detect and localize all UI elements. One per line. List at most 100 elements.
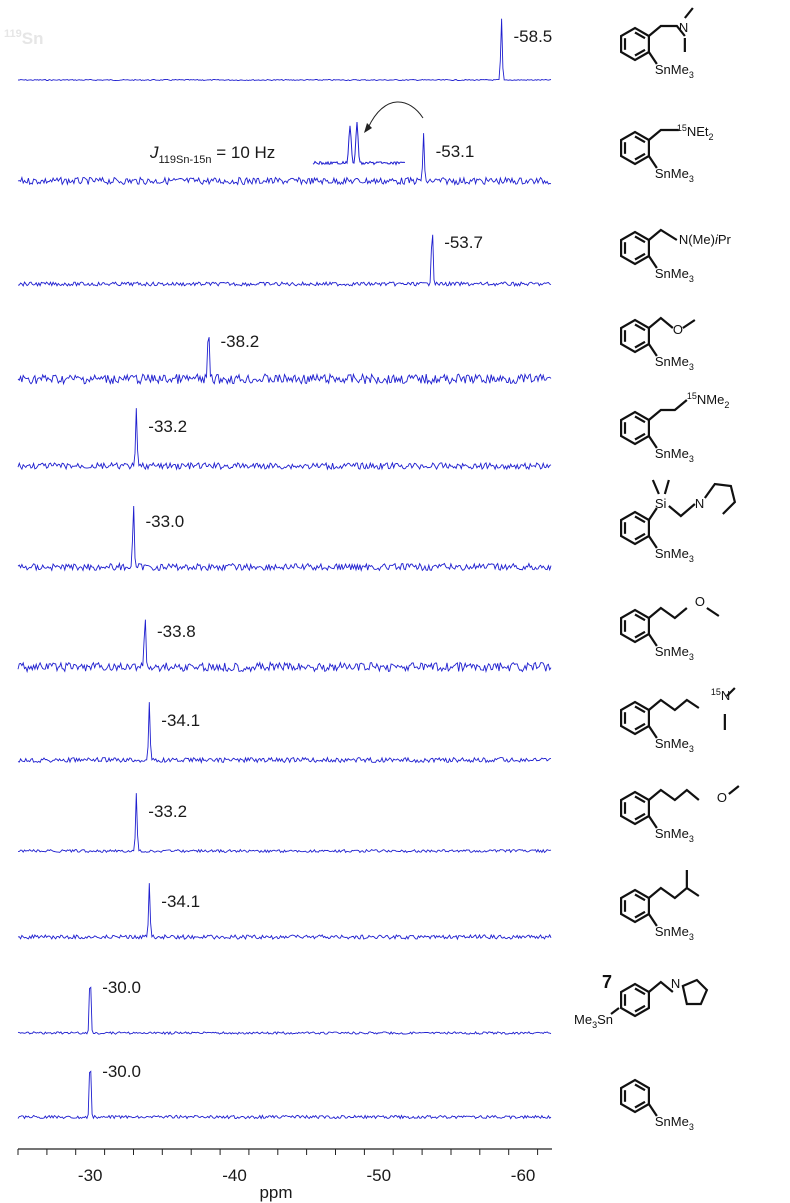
peak-label-9: -33.2 (148, 802, 187, 821)
structure-2-snme3: SnMe3 (655, 166, 694, 184)
bond-sn (647, 725, 658, 739)
bond-sn (647, 343, 658, 357)
x-tick-label: -30 (78, 1166, 103, 1185)
structure-10-ring (619, 888, 651, 924)
coupling-subscript: 119Sn-15n (159, 154, 212, 166)
spectrum-trace-12 (17, 1070, 552, 1120)
structure-8-snme3: SnMe3 (655, 736, 694, 754)
spectrum-trace-6 (17, 505, 552, 573)
structure-1-n: N (679, 20, 688, 35)
structure-6-n: N (695, 496, 704, 511)
structure-1-ring (619, 26, 651, 62)
spectrum-trace-9 (17, 793, 552, 854)
structure-5-snme3: SnMe3 (655, 446, 694, 464)
structure-3-amine: N(Me)iPr (679, 232, 732, 247)
structure-6-snme3: SnMe3 (655, 546, 694, 564)
coupling-constant-label: J119Sn-15n = 10 Hz (149, 143, 275, 166)
structure-6-pyrrolidine (703, 482, 737, 515)
structure-3-ring (619, 230, 651, 266)
spectrum-trace-1 (17, 18, 552, 82)
structure-8-n: 15N (711, 687, 730, 703)
structure-9-ring (619, 790, 651, 826)
inset-arrow (367, 101, 424, 129)
spectrum-trace-3 (17, 234, 552, 288)
structure-9-snme3: SnMe3 (655, 826, 694, 844)
peak-label-7: -33.8 (157, 622, 196, 641)
spectrum-trace-5 (17, 408, 552, 471)
structure-5-ring (619, 410, 651, 446)
bond-sn (647, 1103, 658, 1117)
structure-10-bonds (648, 870, 700, 900)
structure-6-bonds (647, 479, 696, 521)
spectrum-trace-7 (17, 619, 552, 674)
structure-1-bonds (648, 7, 694, 52)
structure-4-snme3: SnMe3 (655, 354, 694, 372)
peak-label-1: -58.5 (514, 27, 553, 46)
peak-label-10: -34.1 (161, 892, 200, 911)
structure-10-snme3: SnMe3 (655, 924, 694, 942)
structure-5-bonds (648, 399, 688, 421)
peak-label-8: -34.1 (161, 711, 200, 730)
bond-sn (647, 51, 658, 65)
spectrum-trace-8 (17, 702, 552, 764)
inset-doublet-trace (312, 121, 405, 166)
spectrum-trace-2 (17, 133, 552, 186)
structure-9-bonds (648, 785, 740, 802)
structure-3-bonds (648, 228, 678, 241)
bond-sn (647, 913, 658, 927)
peak-label-3: -53.7 (444, 233, 483, 252)
peak-labels: -58.5 -53.1 -53.7 -38.2 -33.2 -33.0 -33.8 -34.1… (102, 27, 552, 1081)
structure-4-bonds (648, 316, 696, 329)
peak-label-11: -30.0 (102, 978, 141, 997)
structures-column: NSnMe315NEt2SnMe3N(Me)iPrSnMe3OSnMe315NM… (574, 7, 740, 1132)
x-tick-label: -50 (367, 1166, 392, 1185)
nucleus-element: Sn (22, 29, 44, 48)
nucleus-label: 119Sn (4, 28, 43, 48)
bond-sn (647, 255, 658, 269)
structure-6-ring (619, 510, 651, 546)
structure-9-o: O (717, 790, 727, 805)
structure-11-me3sn: Me3Sn (574, 1012, 613, 1030)
x-axis: -30 -40 -50 -60 (17, 1148, 552, 1185)
structure-7-ring (619, 608, 651, 644)
structure-12-ring (619, 1078, 651, 1114)
spectrum-trace-10 (17, 883, 552, 941)
coupling-symbol: J (149, 143, 159, 162)
spectrum-trace-4 (17, 337, 552, 386)
bond-sn (647, 535, 658, 549)
x-tick-label: -60 (511, 1166, 536, 1185)
x-tick-label: -40 (222, 1166, 247, 1185)
structure-12-snme3: SnMe3 (655, 1114, 694, 1132)
peak-label-4: -38.2 (221, 332, 260, 351)
structure-11-sn-bond (610, 1007, 620, 1015)
structure-7-o: O (695, 594, 705, 609)
structure-3-snme3: SnMe3 (655, 266, 694, 284)
structure-7-bonds (648, 606, 720, 620)
bond-sn (647, 155, 658, 169)
structure-11-bonds (648, 980, 674, 993)
structure-8-bonds (648, 687, 736, 730)
inset-arrow-head (364, 123, 372, 133)
structure-4-ring (619, 318, 651, 354)
structure-5-amine: 15NMe2 (687, 391, 729, 410)
structure-2-amine: 15NEt2 (677, 123, 714, 142)
structure-11-pyrrolidine (681, 978, 709, 1006)
structure-8-ring (619, 700, 651, 736)
structure-6-si: Si (655, 496, 667, 511)
x-axis-label: ppm (259, 1183, 292, 1202)
peak-label-2: -53.1 (436, 142, 475, 161)
bond-sn (647, 633, 658, 647)
peak-label-5: -33.2 (148, 417, 187, 436)
coupling-rest: = 10 Hz (212, 143, 276, 162)
bond-sn (647, 435, 658, 449)
structure-4-o: O (673, 322, 683, 337)
structure-2-bonds (648, 128, 679, 141)
structure-7-snme3: SnMe3 (655, 644, 694, 662)
peak-label-6: -33.0 (146, 512, 185, 531)
structure-11-ring (619, 982, 651, 1018)
nucleus-mass: 119 (4, 28, 22, 40)
structure-11-n: N (671, 976, 680, 991)
structure-2-ring (619, 130, 651, 166)
compound-number: 7 (602, 972, 612, 992)
